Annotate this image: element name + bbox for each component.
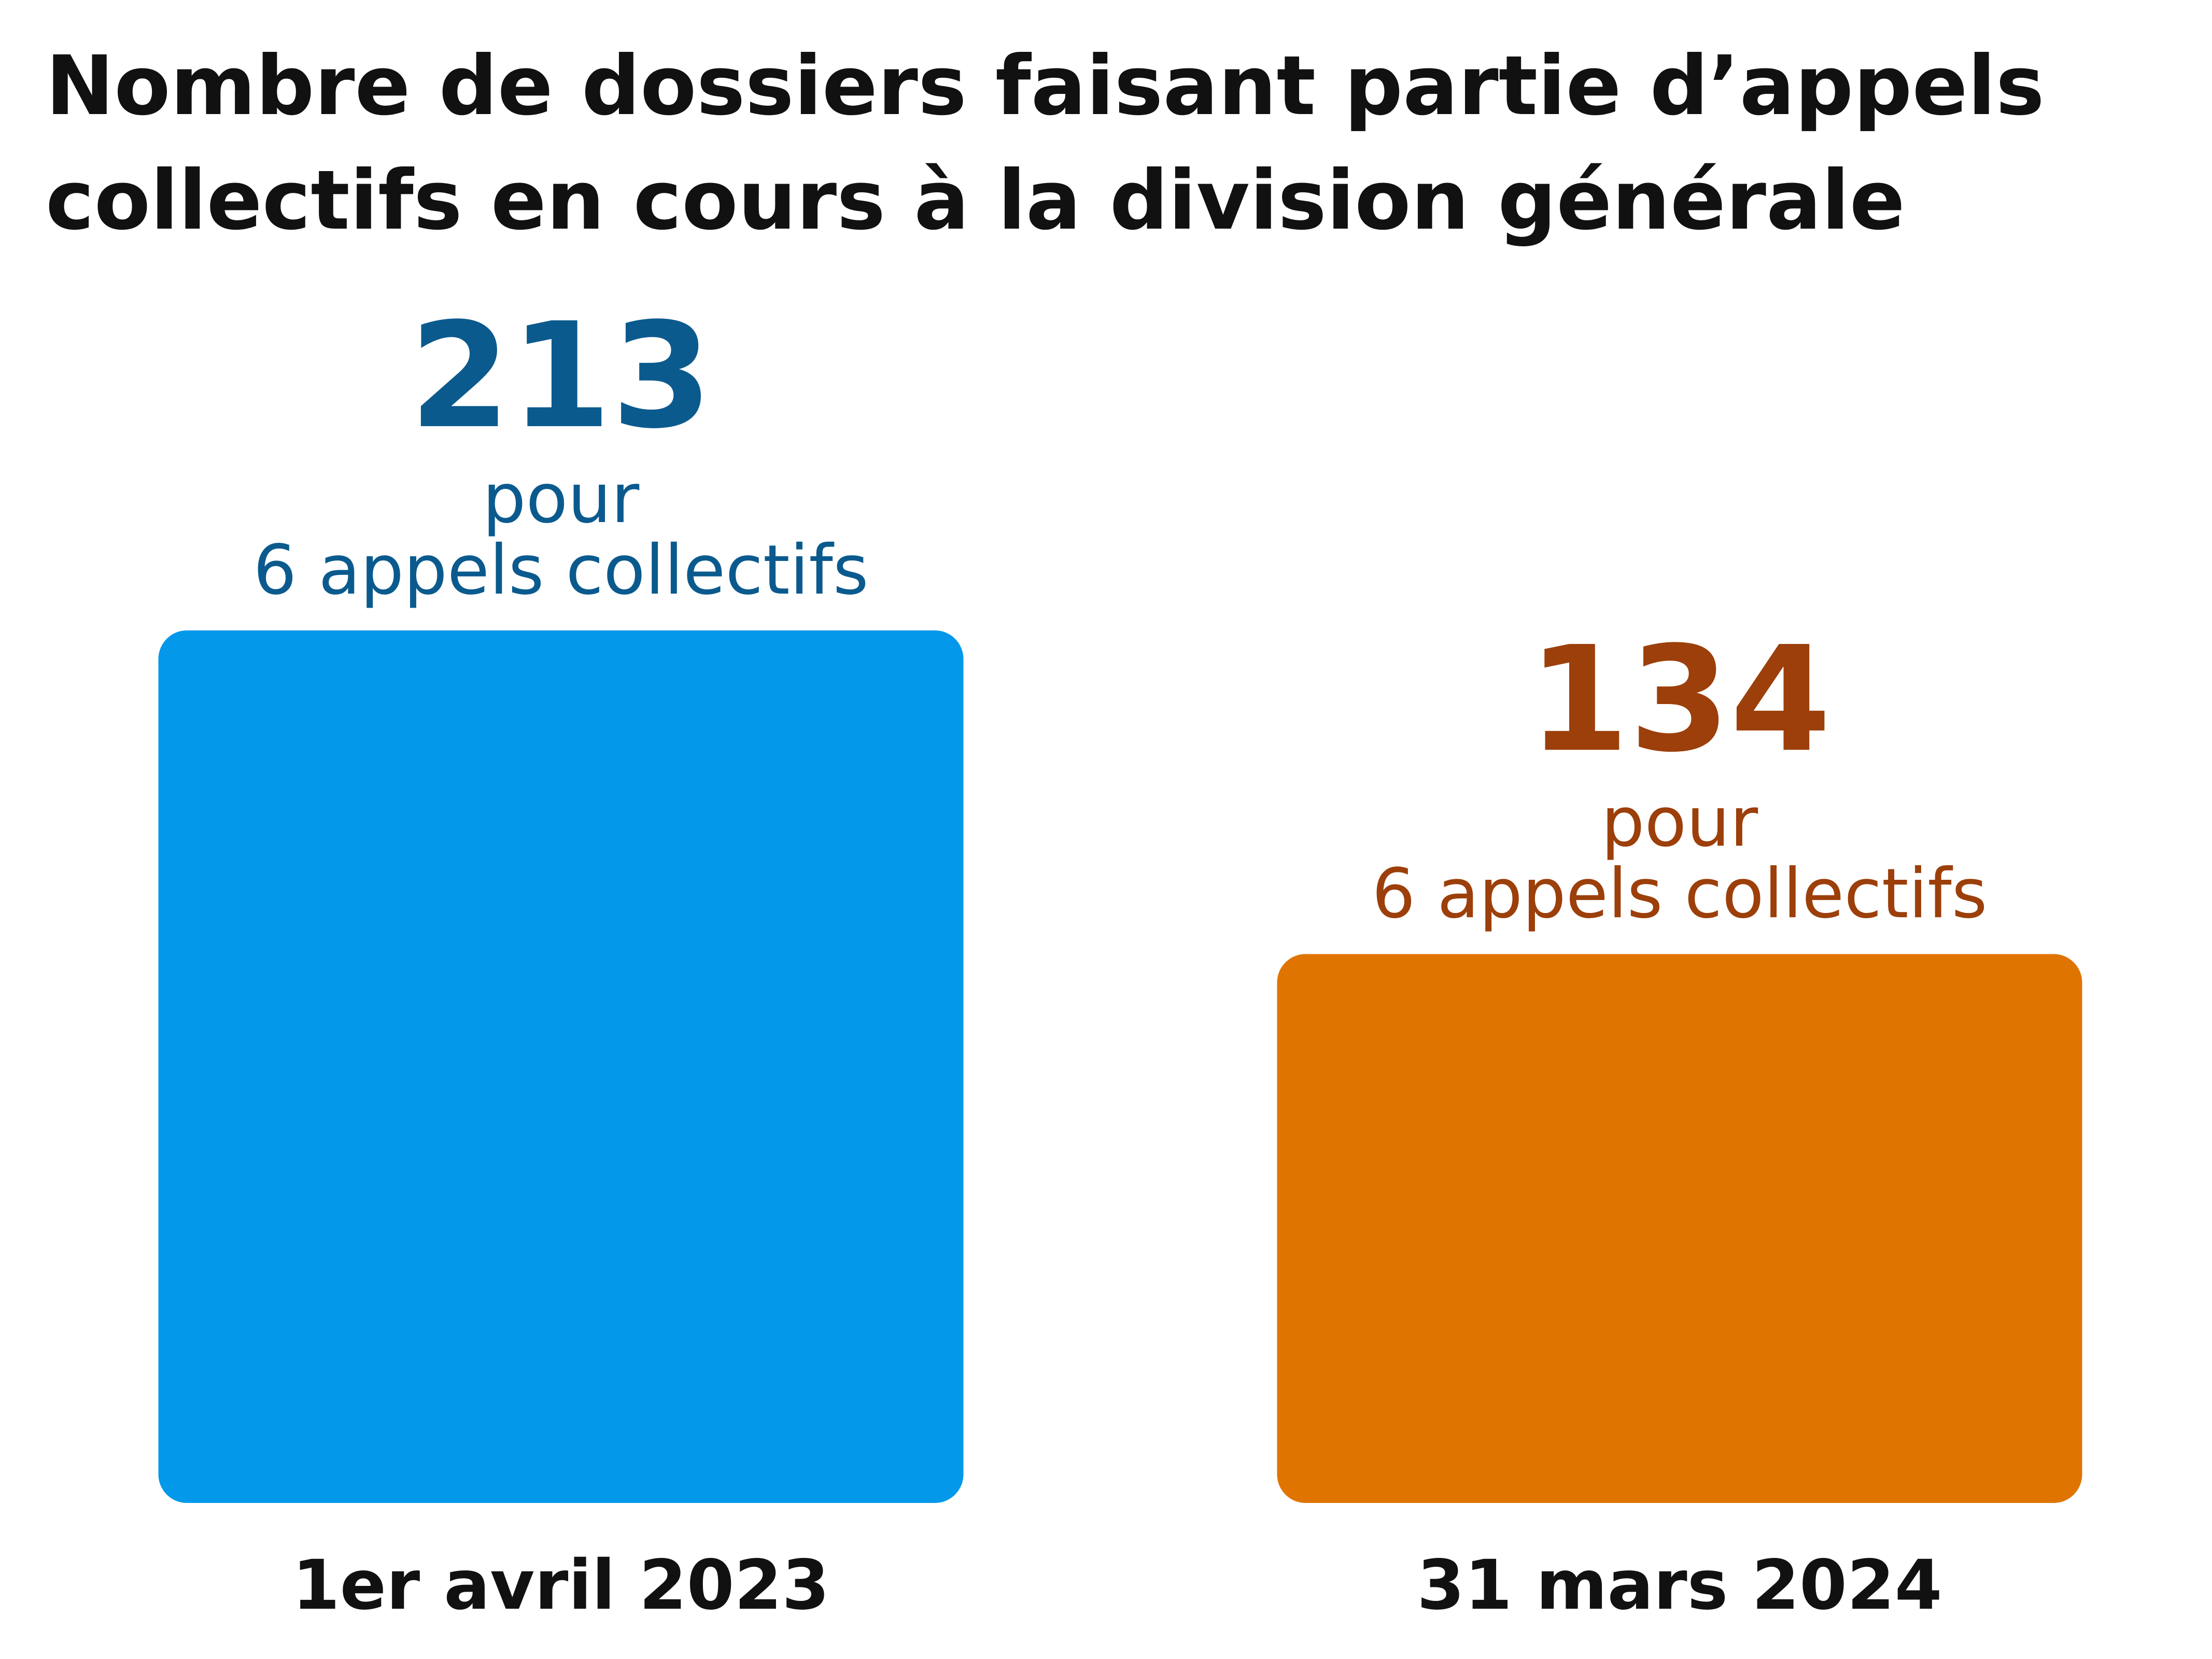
annotation: pour — [1601, 782, 1758, 862]
annotation: 6 appels collectifs — [253, 530, 868, 610]
chart-title: Nombre de dossiers faisant partie d’appe… — [46, 38, 2045, 134]
bar — [158, 630, 964, 1503]
value-label: 213 — [410, 292, 712, 461]
annotation: pour — [483, 459, 640, 539]
annotation: 6 appels collectifs — [1372, 854, 1987, 934]
chart-title: collectifs en cours à la division généra… — [46, 153, 1905, 248]
bar — [1277, 954, 2082, 1503]
x-tick-label: 1er avril 2023 — [292, 1545, 829, 1625]
x-tick-label: 31 mars 2024 — [1417, 1545, 1942, 1625]
value-label: 134 — [1528, 615, 1831, 784]
